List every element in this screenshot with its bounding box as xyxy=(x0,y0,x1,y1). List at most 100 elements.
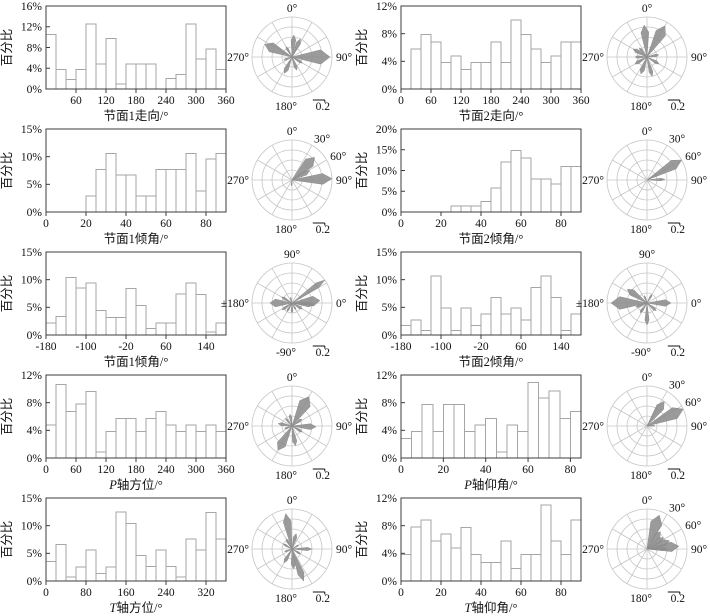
svg-text:120: 120 xyxy=(97,464,115,476)
histogram-svg: 0% 4% 8% 12% 16% 60 120 180 240 300 360 节面1走向/° 百分比 xyxy=(0,1,235,123)
svg-text:300: 300 xyxy=(542,95,560,107)
svg-text:0%: 0% xyxy=(27,84,43,96)
svg-text:12%: 12% xyxy=(21,22,43,34)
svg-text:百分比: 百分比 xyxy=(0,398,14,436)
rose-diagram-svg: 0° 90° 180° 270° 0.2 xyxy=(582,3,707,113)
svg-text:0%: 0% xyxy=(382,207,398,219)
svg-text:15%: 15% xyxy=(376,145,398,157)
svg-text:10%: 10% xyxy=(21,520,43,532)
rose-diagram-svg: 0° 30° 60° 90° 180° 270° 0.2 xyxy=(582,495,708,605)
svg-text:0°: 0° xyxy=(287,126,298,138)
svg-text:15%: 15% xyxy=(376,247,398,259)
hist-row5-right: 0% 4% 8% 12% 0 20 40 60 80 T轴仰角/° 百分比 xyxy=(355,492,587,615)
svg-text:140: 140 xyxy=(197,341,215,353)
svg-text:0: 0 xyxy=(398,464,404,476)
svg-text:节面1倾角/°: 节面1倾角/° xyxy=(104,232,169,246)
svg-text:0°: 0° xyxy=(287,372,298,384)
svg-text:0°: 0° xyxy=(642,495,653,507)
hist-row1-right: 0% 4% 8% 12% 0 60 120 180 240 300 360 节面2走向/° 百分比 xyxy=(355,0,590,123)
svg-text:0%: 0% xyxy=(27,576,43,588)
svg-text:0: 0 xyxy=(43,218,49,230)
hist-row5-left: 0% 5% 10% 15% 0 80 160 240 320 T轴方位/° 百分比 xyxy=(0,492,232,615)
svg-text:60: 60 xyxy=(70,95,82,107)
svg-text:-90°: -90° xyxy=(276,347,296,359)
svg-text:16%: 16% xyxy=(21,1,43,13)
svg-text:300: 300 xyxy=(187,95,205,107)
svg-text:10%: 10% xyxy=(376,165,398,177)
rose-row2-right: 0° 30° 60° 90° 180° 270° 0.2 xyxy=(582,123,710,246)
svg-text:节面1走向/°: 节面1走向/° xyxy=(104,108,169,123)
svg-text:180°: 180° xyxy=(275,470,297,482)
svg-text:-100: -100 xyxy=(430,341,451,353)
svg-text:-100: -100 xyxy=(75,341,96,353)
svg-text:160: 160 xyxy=(117,587,135,599)
histogram-svg: 0% 4% 8% 12% 0 60 120 180 240 300 360 P轴方位/° 百分比 xyxy=(0,370,235,492)
svg-text:40: 40 xyxy=(475,587,487,599)
svg-text:240: 240 xyxy=(157,95,175,107)
svg-text:90°: 90° xyxy=(336,175,353,187)
svg-text:节面2走向/°: 节面2走向/° xyxy=(459,108,524,123)
svg-text:5%: 5% xyxy=(27,548,43,560)
svg-text:80: 80 xyxy=(565,464,577,476)
svg-text:0%: 0% xyxy=(27,207,43,219)
svg-text:百分比: 百分比 xyxy=(0,521,14,559)
rose-diagram-svg: 0° 90° 180° 270° 0.2 xyxy=(227,3,353,113)
svg-text:30°: 30° xyxy=(314,133,331,145)
svg-text:270°: 270° xyxy=(582,52,604,64)
histogram-svg: 0% 5% 10% 15% -180 -100 -20 60 140 节面1倾角/° 百分比 xyxy=(0,247,227,369)
svg-text:百分比: 百分比 xyxy=(0,275,14,313)
svg-text:90°: 90° xyxy=(691,421,708,433)
rose-diagram-svg: 90° 0° -90° ±180° 0.2 xyxy=(221,249,347,359)
svg-text:百分比: 百分比 xyxy=(355,152,369,190)
svg-text:320: 320 xyxy=(197,587,215,599)
svg-text:80: 80 xyxy=(555,218,567,230)
svg-text:60°: 60° xyxy=(685,520,702,532)
histogram-svg: 0% 4% 8% 12% 0 20 40 60 80 P轴仰角/° 百分比 xyxy=(355,370,582,492)
svg-text:0: 0 xyxy=(43,464,49,476)
svg-text:270°: 270° xyxy=(227,175,249,187)
svg-text:12%: 12% xyxy=(376,370,398,382)
svg-text:0°: 0° xyxy=(642,372,653,384)
svg-text:80: 80 xyxy=(555,587,567,599)
rose-row3-right: 90° 0° -90° ±180° 0.2 xyxy=(576,246,710,369)
svg-text:0%: 0% xyxy=(382,453,398,465)
svg-text:180°: 180° xyxy=(630,470,652,482)
rose-row5-right: 0° 30° 60° 90° 180° 270° 0.2 xyxy=(582,492,710,615)
svg-text:360: 360 xyxy=(572,95,590,107)
svg-text:60: 60 xyxy=(515,587,527,599)
svg-text:180°: 180° xyxy=(630,224,652,236)
svg-text:0.2: 0.2 xyxy=(316,347,331,359)
svg-text:5%: 5% xyxy=(27,179,43,191)
rose-diagram-svg: 0° 30° 60° 90° 180° 270° 0.2 xyxy=(227,126,353,236)
svg-text:0.2: 0.2 xyxy=(316,224,331,236)
hist-row3-left: 0% 5% 10% 15% -180 -100 -20 60 140 节面1倾角/° 百分比 xyxy=(0,246,232,369)
svg-text:节面1倾角/°: 节面1倾角/° xyxy=(104,355,169,369)
svg-text:240: 240 xyxy=(157,464,175,476)
svg-text:240: 240 xyxy=(157,587,175,599)
hist-row2-left: 0% 5% 10% 15% 0 20 40 60 80 节面1倾角/° 百分比 xyxy=(0,123,232,246)
svg-text:270°: 270° xyxy=(227,421,249,433)
svg-text:300: 300 xyxy=(187,464,205,476)
svg-text:90°: 90° xyxy=(691,175,708,187)
svg-text:30°: 30° xyxy=(669,502,686,514)
svg-text:0: 0 xyxy=(398,95,404,107)
svg-text:4%: 4% xyxy=(382,56,398,68)
svg-text:60: 60 xyxy=(160,218,172,230)
svg-text:0.2: 0.2 xyxy=(316,470,331,482)
rose-diagram-svg: 90° 0° -90° ±180° 0.2 xyxy=(576,249,702,359)
svg-text:15%: 15% xyxy=(21,493,43,505)
svg-text:60°: 60° xyxy=(685,397,702,409)
svg-text:-90°: -90° xyxy=(631,347,651,359)
svg-text:40: 40 xyxy=(480,464,492,476)
svg-text:0.2: 0.2 xyxy=(671,347,686,359)
rose-row5-left: 0° 90° 180° 270° 0.2 xyxy=(227,492,355,615)
svg-text:10%: 10% xyxy=(21,151,43,163)
svg-text:90°: 90° xyxy=(336,544,353,556)
svg-text:0.2: 0.2 xyxy=(671,101,686,113)
svg-text:0.2: 0.2 xyxy=(316,101,331,113)
svg-text:240: 240 xyxy=(512,95,530,107)
svg-text:0.2: 0.2 xyxy=(316,593,331,605)
svg-text:90°: 90° xyxy=(691,544,708,556)
svg-text:5%: 5% xyxy=(382,302,398,314)
svg-text:90°: 90° xyxy=(336,52,353,64)
